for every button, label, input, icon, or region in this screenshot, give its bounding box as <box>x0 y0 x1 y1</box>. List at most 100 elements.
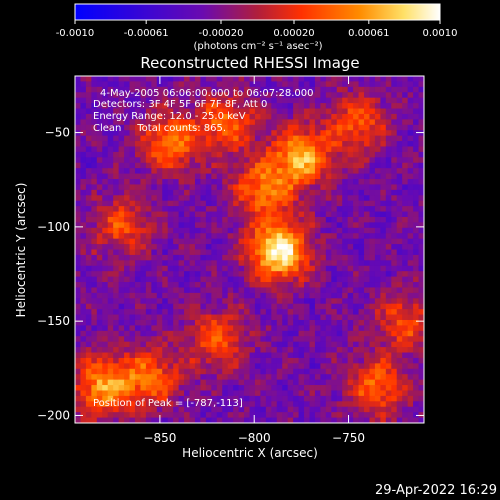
heatmap-cell <box>107 103 114 110</box>
heatmap-cell <box>396 157 403 164</box>
heatmap-cell <box>134 292 142 299</box>
heatmap-cell <box>304 113 311 120</box>
heatmap-cell <box>80 347 87 354</box>
heatmap-cell <box>271 385 278 392</box>
heatmap-cell <box>129 374 136 381</box>
heatmap-cell <box>249 92 256 99</box>
heatmap-cell <box>162 179 169 186</box>
heatmap-cell <box>320 108 327 115</box>
heatmap-cell <box>309 417 316 423</box>
heatmap-cell <box>342 146 349 153</box>
heatmap-cell <box>80 206 87 213</box>
heatmap-cell <box>369 151 376 158</box>
heatmap-cell <box>189 135 196 142</box>
heatmap-cell <box>358 303 365 310</box>
heatmap-cell <box>189 412 196 419</box>
heatmap-cell <box>391 303 398 310</box>
heatmap-cell <box>336 108 343 115</box>
heatmap-cell <box>113 179 120 186</box>
heatmap-cell <box>276 124 283 131</box>
heatmap-cell <box>200 292 207 299</box>
heatmap-cell <box>331 222 338 229</box>
heatmap-cell <box>102 173 109 180</box>
heatmap-cell <box>265 135 272 142</box>
heatmap-cell <box>364 103 371 110</box>
heatmap-cell <box>336 309 343 316</box>
heatmap-cell <box>194 254 202 261</box>
heatmap-cell <box>396 395 403 402</box>
heatmap-cell <box>75 395 82 402</box>
heatmap-cell <box>134 417 142 423</box>
heatmap-cell <box>369 81 376 88</box>
heatmap-cell <box>287 347 294 354</box>
heatmap-cell <box>222 211 229 218</box>
heatmap-cell <box>336 222 343 229</box>
heatmap-cell <box>107 363 114 370</box>
heatmap-cell <box>385 81 392 88</box>
heatmap-cell <box>413 162 420 169</box>
heatmap-cell <box>358 81 365 88</box>
heatmap-cell <box>391 108 398 115</box>
heatmap-cell <box>205 216 212 223</box>
heatmap-cell <box>233 200 240 207</box>
heatmap-cell <box>129 249 136 256</box>
heatmap-cell <box>260 216 267 223</box>
heatmap-cell <box>211 92 218 99</box>
heatmap-cell <box>353 173 360 180</box>
heatmap-cell <box>265 86 272 93</box>
heatmap-cell <box>402 271 409 278</box>
heatmap-cell <box>298 336 305 343</box>
heatmap-cell <box>227 200 234 207</box>
heatmap-cell <box>353 260 360 267</box>
heatmap-cell <box>402 395 409 402</box>
heatmap-cell <box>80 92 87 99</box>
heatmap-cell <box>374 325 381 332</box>
heatmap-cell <box>396 119 403 126</box>
heatmap-cell <box>314 184 321 191</box>
heatmap-cell <box>402 298 409 305</box>
heatmap-cell <box>407 227 414 234</box>
heatmap-cell <box>304 379 311 386</box>
heatmap-cell <box>145 103 152 110</box>
heatmap-cell <box>282 151 289 158</box>
heatmap-cell <box>200 412 207 419</box>
heatmap-cell <box>222 260 229 267</box>
heatmap-cell <box>227 265 234 272</box>
heatmap-cell <box>271 254 278 261</box>
heatmap-cell <box>167 314 174 321</box>
heatmap-cell <box>309 216 316 223</box>
heatmap-cell <box>254 157 261 164</box>
heatmap-cell <box>96 282 103 289</box>
heatmap-cell <box>75 330 82 337</box>
heatmap-cell <box>75 211 82 218</box>
heatmap-cell <box>391 352 398 359</box>
heatmap-cell <box>282 141 289 148</box>
heatmap-cell <box>364 81 371 88</box>
heatmap-cell <box>314 314 321 321</box>
heatmap-cell <box>271 195 278 202</box>
heatmap-cell <box>107 189 114 196</box>
heatmap-cell <box>102 211 109 218</box>
heatmap-cell <box>216 189 223 196</box>
heatmap-cell <box>145 319 152 326</box>
heatmap-cell <box>364 233 371 240</box>
heatmap-cell <box>374 222 381 229</box>
heatmap-cell <box>96 108 103 115</box>
heatmap-cell <box>233 86 240 93</box>
heatmap-cell <box>85 151 92 158</box>
heatmap-cell <box>222 363 229 370</box>
heatmap-cell <box>233 249 240 256</box>
heatmap-cell <box>216 260 223 267</box>
heatmap-cell <box>358 76 365 83</box>
heatmap-cell <box>391 103 398 110</box>
heatmap-cell <box>320 233 327 240</box>
heatmap-cell <box>407 184 414 191</box>
heatmap-cell <box>391 86 398 93</box>
heatmap-cell <box>402 292 409 299</box>
heatmap-cell <box>369 341 376 348</box>
heatmap-cell <box>325 238 332 245</box>
heatmap-cell <box>151 385 158 392</box>
heatmap-cell <box>244 249 251 256</box>
heatmap-cell <box>276 374 283 381</box>
heatmap-cell <box>374 412 381 419</box>
